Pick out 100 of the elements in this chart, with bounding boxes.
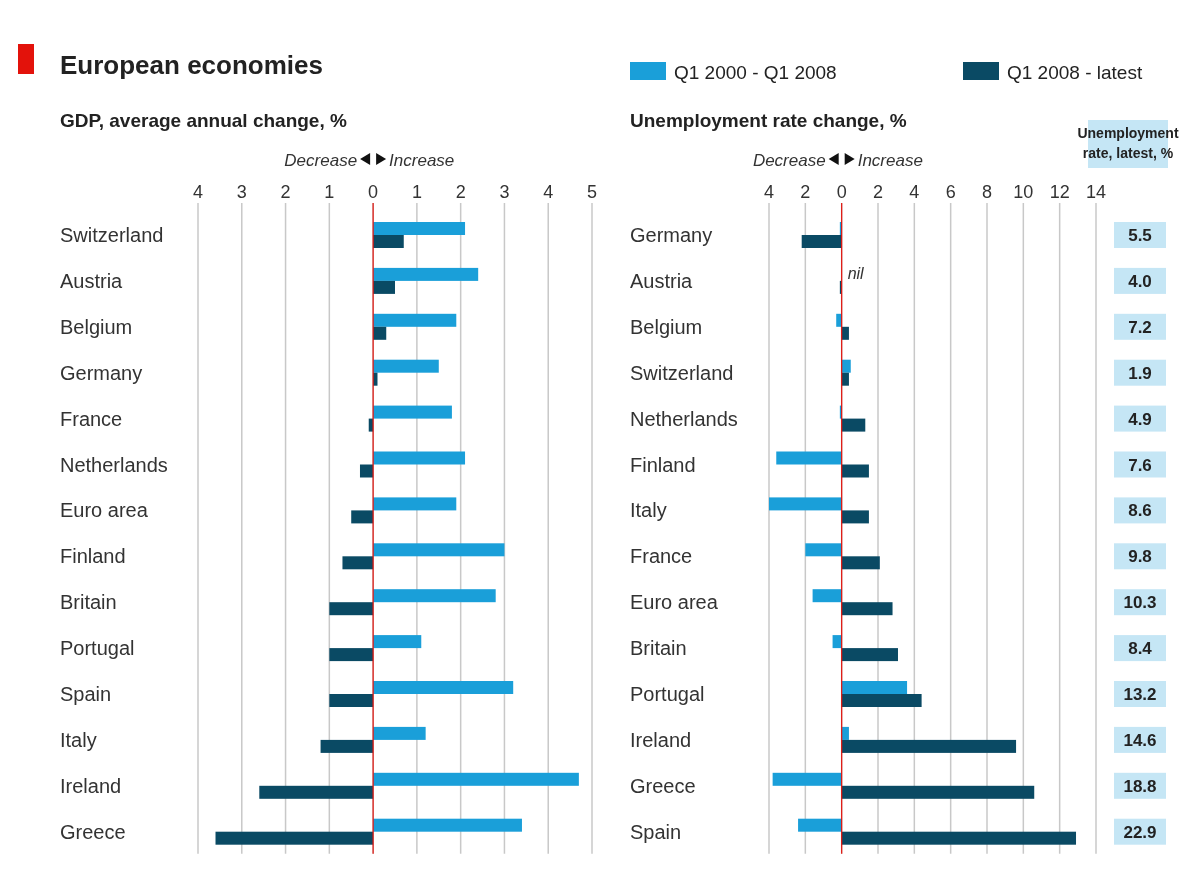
text: 4.0 (1128, 271, 1152, 291)
bar (841, 739, 1017, 753)
y-tick-label: Belgium (60, 315, 133, 338)
text: Unemployment rate, latest, % (1077, 125, 1179, 161)
bar (801, 235, 842, 248)
y-tick-label: Netherlands (630, 407, 738, 430)
y-tick-label: Finland (630, 453, 696, 476)
bar (373, 222, 466, 235)
text: 7.6 (1128, 455, 1152, 475)
bar (373, 280, 395, 294)
x-tick-label: 2 (800, 182, 811, 202)
bar (841, 556, 880, 570)
bar (841, 602, 893, 616)
bar (373, 726, 426, 740)
x-tick-label: 14 (1085, 182, 1107, 202)
x-tick-label: 1 (324, 182, 335, 202)
bar (373, 235, 404, 248)
bar (772, 772, 842, 786)
bar (841, 372, 849, 386)
y-tick-label: Germany (60, 361, 143, 384)
bar (841, 694, 922, 707)
x-tick-label: 12 (1049, 182, 1070, 202)
bar (841, 359, 851, 373)
y-tick-label: Italy (60, 728, 97, 751)
legend-label: Q1 2008 - latest (1007, 62, 1143, 83)
x-tick-label: 4 (909, 182, 920, 202)
text: 8.4 (1128, 639, 1152, 659)
y-tick-label: Austria (630, 269, 694, 292)
bar (215, 831, 374, 845)
x-tick-label: 8 (981, 182, 993, 202)
text: 13.2 (1123, 685, 1157, 704)
y-tick-label: Euro area (630, 591, 719, 614)
bar (841, 726, 849, 740)
text: 4.9 (1128, 409, 1152, 429)
bar (373, 635, 422, 649)
y-tick-label: Italy (630, 499, 667, 522)
y-tick-label: Germany (630, 224, 713, 246)
bar (798, 818, 842, 832)
x-tick-label: 2 (455, 182, 466, 202)
y-tick-label: France (60, 407, 123, 430)
y-tick-label: Euro area (60, 499, 149, 522)
bar (373, 772, 579, 786)
text: Decrease (752, 151, 826, 170)
x-tick-label: 4 (543, 182, 554, 202)
bar (329, 648, 374, 662)
x-tick-label: 0 (368, 182, 379, 202)
chart-title: European economies (60, 50, 323, 80)
bar (841, 510, 869, 524)
text: 22.9 (1123, 822, 1157, 842)
text: 10.3 (1123, 593, 1157, 613)
bar (373, 681, 514, 694)
bar (373, 326, 387, 340)
legend-label: Q1 2000 - Q1 2008 (674, 62, 837, 83)
y-tick-label: Finland (60, 545, 126, 568)
bar (805, 543, 842, 557)
text: 9.8 (1128, 547, 1152, 567)
x-tick-label: 4 (192, 182, 204, 202)
bar (329, 694, 374, 707)
bar (841, 326, 849, 340)
bar (320, 739, 374, 753)
text: 7.2 (1128, 317, 1152, 337)
bar (373, 405, 452, 419)
y-tick-label: Spain (630, 820, 682, 843)
y-tick-label: Ireland (60, 774, 122, 797)
y-tick-label: Portugal (630, 683, 705, 705)
bar (841, 418, 866, 432)
bar (351, 510, 374, 524)
chart-subtitle: GDP, average annual change, % (60, 110, 347, 131)
bar (359, 464, 374, 478)
y-tick-label: Switzerland (60, 224, 164, 246)
bar (373, 313, 457, 327)
bar (373, 543, 505, 557)
y-tick-label: Austria (60, 269, 124, 292)
x-tick-label: 6 (945, 182, 956, 202)
text: 1.9 (1128, 363, 1152, 383)
bar (841, 831, 1077, 845)
text: 5.5 (1128, 226, 1152, 245)
x-tick-label: 3 (499, 182, 510, 202)
y-tick-label: Belgium (630, 315, 703, 338)
bar (776, 451, 842, 465)
y-tick-label: France (630, 545, 693, 568)
bar (259, 785, 374, 799)
x-tick-label: 2 (280, 182, 291, 202)
bar (841, 785, 1035, 799)
x-tick-label: 1 (411, 182, 422, 202)
y-tick-label: Britain (60, 591, 117, 614)
bar (373, 497, 457, 511)
text: Increase (857, 151, 923, 170)
bar (373, 267, 479, 281)
x-tick-label: 2 (872, 182, 884, 202)
y-tick-label: Ireland (630, 728, 692, 751)
bar (769, 497, 842, 511)
bar (373, 589, 496, 603)
text: 18.8 (1123, 776, 1157, 796)
annotation: nil (847, 264, 865, 282)
text: 8.6 (1128, 501, 1152, 521)
text: 14.6 (1123, 730, 1157, 750)
y-tick-label: Netherlands (60, 453, 168, 476)
bar (373, 359, 439, 373)
y-tick-label: Portugal (60, 637, 135, 660)
